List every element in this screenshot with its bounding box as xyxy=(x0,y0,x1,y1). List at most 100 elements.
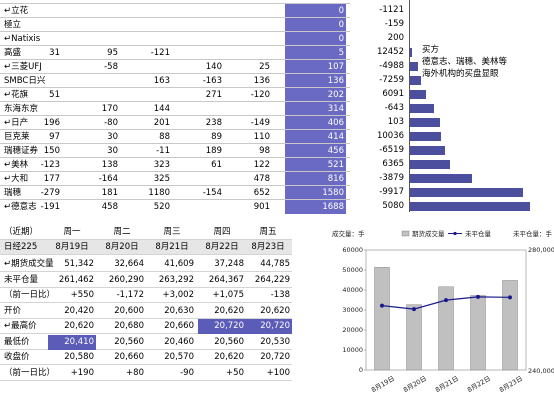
daily-net-value: -120 xyxy=(250,90,270,100)
weekly-total: 521 xyxy=(285,158,346,172)
cell-value: 20,620 xyxy=(214,305,244,316)
cell-value: 20,680 xyxy=(114,321,144,331)
cell-value: 20,660 xyxy=(114,352,144,362)
legend-line-marker xyxy=(453,231,457,236)
daily-net-value: 170 xyxy=(101,104,118,114)
summary-row: ↵期货成交量 51,342 32,664 41,609 37,248 44,785 xyxy=(0,257,292,272)
broker-name: SMBC日兴 xyxy=(4,76,46,86)
daily-net-value: 31 xyxy=(49,48,60,58)
weekly-total: 816 xyxy=(285,172,346,186)
daily-net-value: 201 xyxy=(153,118,170,128)
cell-value: 263,292 xyxy=(158,274,194,285)
daily-net-value: 98 xyxy=(259,146,270,156)
net-position-value: 200 xyxy=(387,33,404,43)
daily-net-value: 30 xyxy=(107,146,118,156)
x-tick-label: 8月21日 xyxy=(434,374,460,394)
cell-value: 264,367 xyxy=(208,274,244,285)
net-position-row: 6091 xyxy=(350,87,554,102)
broker-name: ↵日产 xyxy=(4,118,29,128)
broker-row: ↵德意志 -191 458 520 901 1688 xyxy=(0,199,350,214)
daily-net-value: 138 xyxy=(101,160,118,170)
net-position-bar xyxy=(410,174,473,183)
cell-value: -90 xyxy=(180,367,194,378)
legend-bar-label: 期货成交量 xyxy=(412,229,445,238)
daily-net-value xyxy=(125,18,170,32)
cell-value: 264,229 xyxy=(254,274,290,285)
daily-net-value xyxy=(15,102,60,116)
x-tick-label: 8月23日 xyxy=(498,374,524,394)
summary-row: ↵最高价 20,620 20,680 20,660 20,720 20,720 xyxy=(0,319,292,334)
broker-row: ↵立花 0 xyxy=(0,3,350,18)
daily-net-value: -154 xyxy=(202,188,222,198)
daily-net-value: 25 xyxy=(259,62,270,72)
daily-net-value xyxy=(177,102,222,116)
net-position-value: -4988 xyxy=(379,61,404,71)
daily-net-value xyxy=(73,18,118,32)
weekly-total: 456 xyxy=(285,144,346,158)
legend-line-label: 未平仓量 xyxy=(465,229,492,238)
daily-net-value xyxy=(225,46,270,60)
net-position-bar xyxy=(410,202,530,211)
index-label: 日经225 xyxy=(4,242,38,252)
volume-bar xyxy=(406,304,422,371)
cell-value: -1,172 xyxy=(116,290,144,300)
daily-net-value xyxy=(15,32,60,46)
volume-open-interest-chart: 0 10000 20000 30000 40000 50000 60000 280,000 24… xyxy=(332,229,554,394)
row-label: 最低价 xyxy=(4,336,30,347)
net-position-row: 200 xyxy=(350,31,554,46)
daily-net-value xyxy=(125,60,170,74)
daily-net-value: 1180 xyxy=(148,188,170,198)
open-interest-point xyxy=(444,298,448,303)
date-label: 8月22日 xyxy=(205,242,239,252)
net-position-row: -643 xyxy=(350,101,554,116)
daily-net-value: 122 xyxy=(253,160,270,170)
net-position-row: -9917 xyxy=(350,185,554,200)
broker-row: SMBC日兴 163 -163 136 136 xyxy=(0,73,350,88)
net-position-value: -6519 xyxy=(379,145,404,155)
daily-net-value: 110 xyxy=(253,132,270,142)
cell-value: +1,075 xyxy=(212,290,244,300)
broker-name: 極立 xyxy=(4,20,22,30)
summary-row: 未平仓量 261,462 260,290 263,292 264,367 264,229 xyxy=(0,273,292,288)
cell-value: 20,460 xyxy=(164,336,194,347)
broker-row: 高盛 31 95 -121 5 xyxy=(0,45,350,60)
summary-row: 最低价 20,410 20,560 20,460 20,560 20,530 xyxy=(0,334,292,350)
cell-value: +550 xyxy=(70,290,94,300)
cell-value: 20,410 xyxy=(48,334,96,350)
weekly-total: 107 xyxy=(285,60,346,74)
daily-net-value xyxy=(15,60,60,74)
left-tick-label: 20000 xyxy=(342,326,363,334)
cell-value: 20,560 xyxy=(214,336,244,347)
weekday-label: 周一 xyxy=(63,227,81,237)
net-position-value: -159 xyxy=(384,19,404,29)
left-tick-label: 30000 xyxy=(342,306,363,314)
volume-bar xyxy=(502,280,518,371)
date-header-row: 日经225 8月19日 8月20日 8月21日 8月22日 8月23日 xyxy=(0,240,292,255)
net-position-value: -3879 xyxy=(379,173,404,183)
row-label: ↵期货成交量 xyxy=(4,259,54,269)
net-position-value: 6365 xyxy=(382,159,404,169)
daily-net-value xyxy=(73,32,118,46)
net-position-row: 5080 xyxy=(350,199,554,214)
bar-axis-line xyxy=(409,0,410,212)
daily-net-value: -80 xyxy=(104,118,118,128)
daily-net-value: -163 xyxy=(202,76,222,86)
weekday-label: 周三 xyxy=(163,227,181,237)
cell-value: 32,664 xyxy=(114,259,144,269)
weekly-total: 1580 xyxy=(285,186,346,200)
cell-value: 20,530 xyxy=(260,336,290,347)
net-position-row: -7259 xyxy=(350,73,554,88)
daily-net-value xyxy=(15,4,60,18)
net-position-value: 10036 xyxy=(376,131,404,141)
cell-value: 20,720 xyxy=(198,319,246,334)
row-label: 开价 xyxy=(4,305,22,316)
daily-net-value xyxy=(225,102,270,116)
broker-row: 巨克莱 97 30 88 89 110 414 xyxy=(0,129,350,144)
left-tick-label: 10000 xyxy=(342,346,363,354)
daily-net-value: 163 xyxy=(153,76,170,86)
open-interest-point xyxy=(508,295,512,300)
left-tick-label: 0 xyxy=(359,366,363,374)
weekly-total: 0 xyxy=(285,4,346,18)
daily-net-value: 323 xyxy=(153,160,170,170)
broker-name: 东海东京 xyxy=(4,104,39,114)
